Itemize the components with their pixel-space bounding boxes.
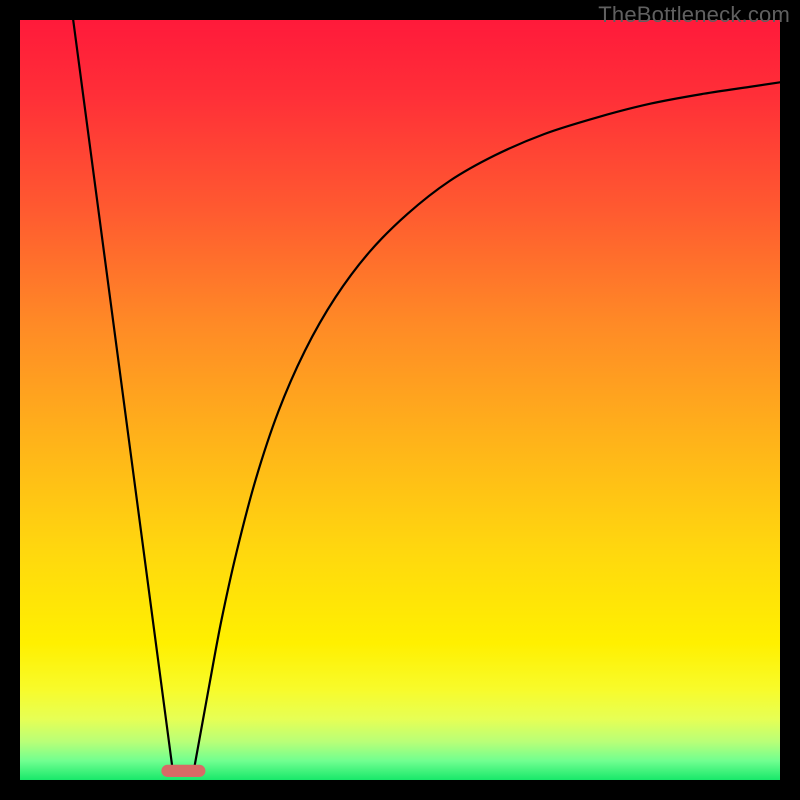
chart-svg xyxy=(0,0,800,800)
bottleneck-chart: TheBottleneck.com xyxy=(0,0,800,800)
watermark-text: TheBottleneck.com xyxy=(598,2,790,28)
chart-background xyxy=(20,20,780,780)
optimal-marker xyxy=(161,765,205,777)
